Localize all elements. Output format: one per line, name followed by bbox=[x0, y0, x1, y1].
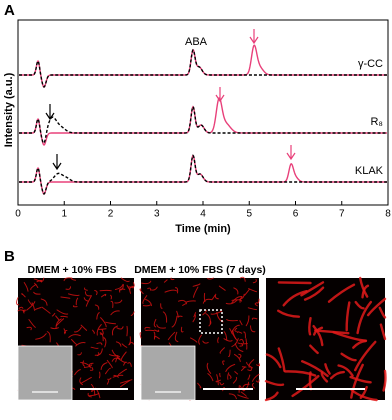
y-axis-label: Intensity (a.u.) bbox=[3, 72, 15, 147]
trace-pink bbox=[19, 45, 387, 87]
x-tick-label: 3 bbox=[154, 209, 160, 220]
mitochondria bbox=[309, 318, 310, 334]
trace-pink bbox=[19, 155, 387, 194]
x-tick-label: 4 bbox=[200, 209, 206, 220]
mitochondria bbox=[140, 333, 141, 338]
image-caption: DMEM + 10% FBS bbox=[28, 264, 117, 276]
trace-label: KLAK bbox=[355, 165, 384, 177]
x-tick-label: 1 bbox=[61, 209, 67, 220]
x-tick-label: 8 bbox=[385, 209, 391, 220]
trace-label: γ-CC bbox=[358, 58, 383, 70]
x-tick-label: 5 bbox=[246, 209, 252, 220]
x-tick-label: 7 bbox=[339, 209, 345, 220]
x-tick-label: 0 bbox=[15, 209, 21, 220]
image-caption: DMEM + 10% FBS (7 days) bbox=[134, 264, 266, 276]
micrographs bbox=[17, 277, 386, 400]
trace-black bbox=[19, 50, 387, 87]
x-axis-label: Time (min) bbox=[175, 223, 231, 235]
traces bbox=[19, 45, 387, 194]
mitochondria bbox=[220, 374, 221, 377]
panel-label: A bbox=[4, 2, 15, 19]
trace-pink bbox=[19, 98, 387, 145]
trace-label: R₈ bbox=[370, 116, 383, 128]
x-tick-label: 2 bbox=[108, 209, 114, 220]
mitochondria bbox=[99, 372, 100, 378]
peak-label: ABA bbox=[185, 36, 208, 48]
trace-black bbox=[19, 107, 387, 143]
mitochondria bbox=[179, 316, 182, 317]
arrows bbox=[46, 29, 295, 169]
trace-black bbox=[19, 155, 387, 194]
mitochondria bbox=[279, 282, 311, 283]
x-tick-label: 6 bbox=[293, 209, 299, 220]
panel-label: B bbox=[4, 248, 15, 265]
